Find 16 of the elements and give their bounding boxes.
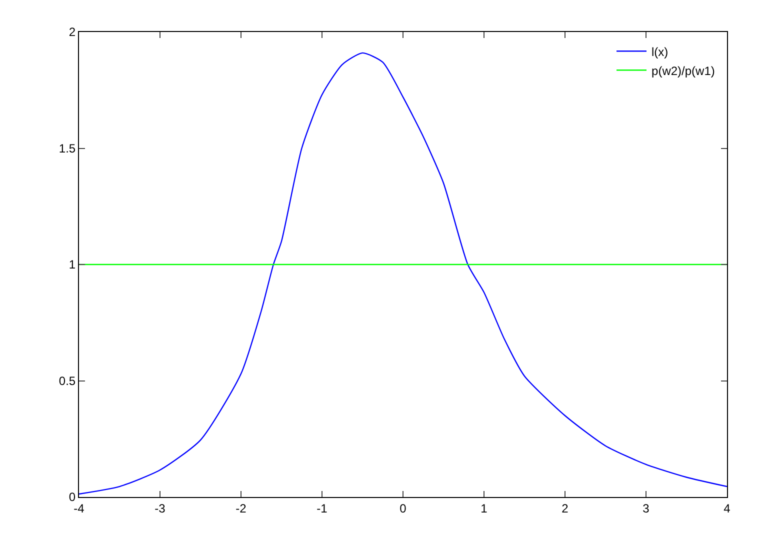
y-tick-label: 1.5 xyxy=(58,141,76,156)
y-tick-label: 0 xyxy=(68,490,76,504)
x-tick-label: 3 xyxy=(642,501,650,516)
x-tick-label: -4 xyxy=(74,501,85,516)
y-tick-label: 1 xyxy=(68,258,76,272)
y-tick-label: 0.5 xyxy=(58,374,76,388)
x-tick-label: -3 xyxy=(154,501,166,516)
x-tick-label: -2 xyxy=(236,501,247,516)
legend-label: l(x) xyxy=(652,44,668,59)
x-tick-label: 2 xyxy=(562,501,569,516)
y-tick-label: 2 xyxy=(68,25,76,40)
x-tick-label: 4 xyxy=(724,501,731,516)
x-tick-label: -1 xyxy=(316,501,328,516)
x-tick-label: 1 xyxy=(480,501,488,516)
legend-label: p(w2)/p(w1) xyxy=(652,64,715,78)
x-tick-label: 0 xyxy=(400,501,407,516)
